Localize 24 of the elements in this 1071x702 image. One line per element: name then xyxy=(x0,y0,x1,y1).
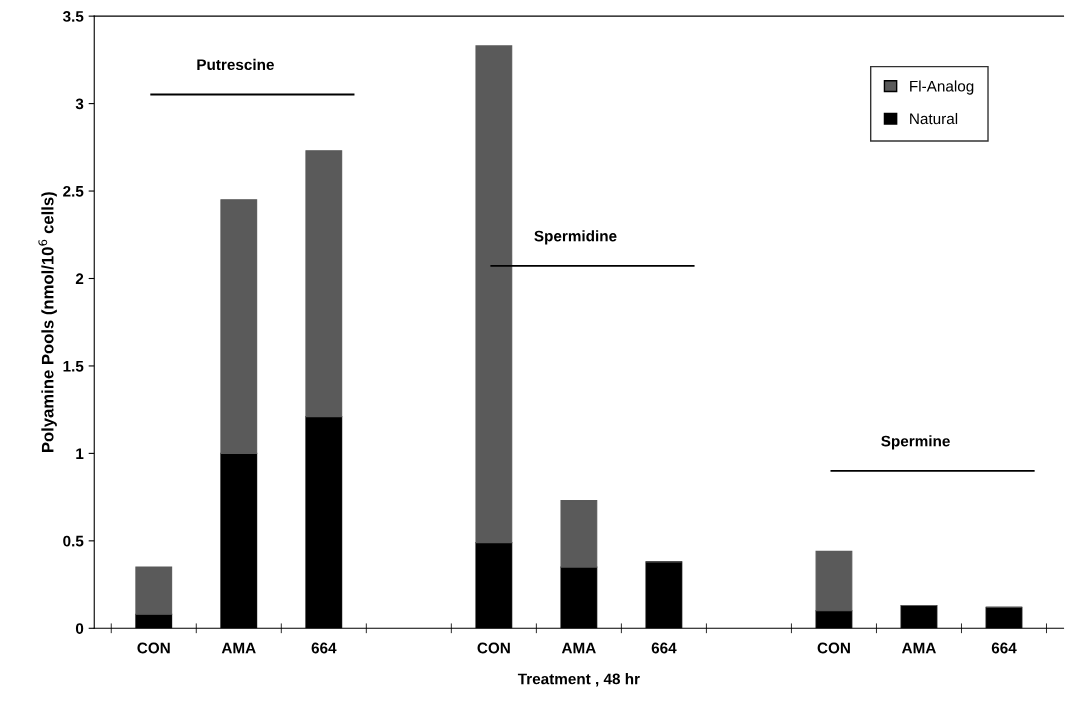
y-tick-label: 1.5 xyxy=(63,360,84,372)
x-tick-label: CON xyxy=(477,642,510,654)
legend-label: Natural xyxy=(910,112,958,125)
x-tick-label: AMA xyxy=(221,642,256,654)
annotation: Putrescine xyxy=(197,58,274,71)
x-tick-label: 664 xyxy=(651,642,677,654)
x-tick-label: 664 xyxy=(311,642,337,654)
annotation: Spermidine xyxy=(534,230,617,245)
x-tick-label: CON xyxy=(137,642,170,654)
y-tick-label: 1 xyxy=(76,448,84,459)
y-tick-label: 2 xyxy=(75,273,84,285)
y-tick-label: 0.5 xyxy=(63,535,84,547)
y-tick-label: 0 xyxy=(75,623,84,634)
y-tick-label: 3 xyxy=(75,98,84,110)
annotation: Spermine xyxy=(881,435,950,450)
legend-label: Fl-Analog xyxy=(910,80,974,95)
x-tick-label: 664 xyxy=(991,642,1017,654)
y-tick-label: 3.5 xyxy=(62,11,84,22)
x-tick-label: AMA xyxy=(561,642,596,654)
y-tick-label: 2.5 xyxy=(63,185,84,197)
x-tick-label: CON xyxy=(817,642,850,654)
x-tick-label: AMA xyxy=(901,642,936,654)
y-axis-title: Polyamine Pools (nmol/10$^{6}$ cells) xyxy=(38,192,57,453)
x-axis-title: Treatment , 48 hr xyxy=(517,673,640,687)
